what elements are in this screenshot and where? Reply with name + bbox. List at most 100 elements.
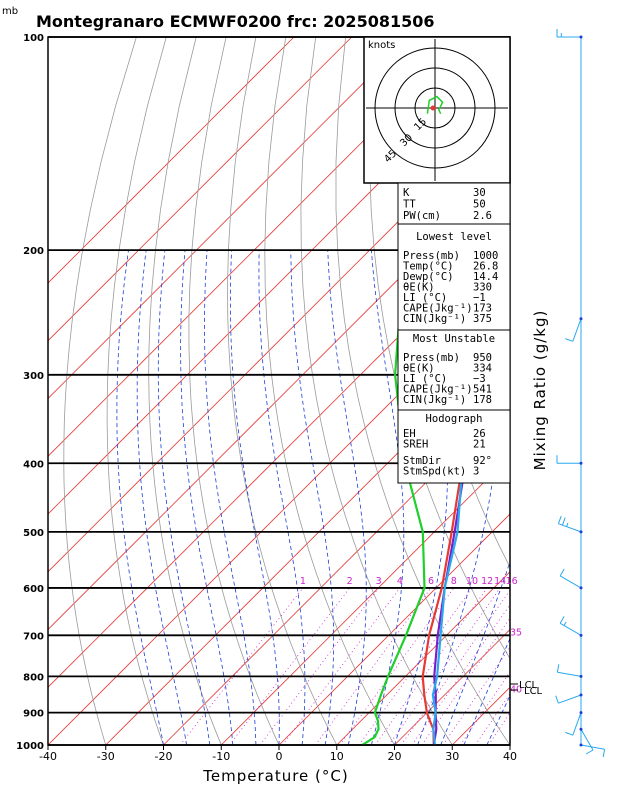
dry-adiabat (494, 37, 510, 203)
x-tick-label: -30 (97, 750, 115, 763)
index-label-top-1: TT (403, 199, 416, 211)
mixing-ratio-line (460, 671, 510, 745)
moist-adiabat (290, 250, 335, 745)
mixing-ratio-label: 8 (451, 576, 457, 587)
index-label-top-2: PW(cm) (403, 210, 441, 222)
wind-level-dot (579, 727, 583, 731)
wind-barb-flag (602, 749, 606, 758)
index-section-hodo: Hodograph (426, 413, 483, 425)
moist-adiabat (258, 250, 306, 745)
wind-level-dot (579, 586, 583, 590)
mixing-ratio-line (339, 587, 455, 745)
wind-barb-flag (555, 695, 559, 704)
index-value-hodo-2: 92° (473, 455, 492, 467)
index-label-top-0: K (403, 187, 410, 199)
x-tick-label: 40 (503, 750, 517, 763)
dry-adiabat (585, 37, 618, 745)
axis-ticks: -40 -30 -20 -10 0 10 20 30 40 (39, 745, 517, 763)
mixing-ratio-line (282, 587, 401, 745)
index-label-lowest-5: CAPE(Jkg⁻¹) (403, 303, 473, 315)
wind-level-dot (579, 317, 583, 321)
mixing-ratio-line (442, 646, 510, 745)
background-lines (48, 37, 618, 745)
lcl-label-2: LCL (524, 686, 543, 697)
dry-adiabat (63, 37, 137, 745)
x-tick-label: 20 (388, 750, 402, 763)
pressure-tick-label: 300 (23, 371, 44, 382)
index-label-hodo-1: SREH (403, 439, 428, 451)
unit-label: mb (2, 6, 18, 17)
dry-adiabat (335, 37, 510, 745)
index-label-lowest-6: CIN(Jkg⁻¹) (403, 313, 466, 325)
wind-barb (580, 744, 605, 750)
mixing-ratio-label: 2 (347, 576, 353, 587)
pressure-tick-label: 100 (23, 33, 44, 44)
mixing-ratio-label: 16 (506, 576, 518, 587)
storm-motion-marker (430, 105, 436, 111)
wind-barb-flag (559, 616, 565, 624)
mixing-ratio-label: 10 (466, 576, 478, 587)
x-tick-label: -40 (39, 750, 57, 763)
wind-barb-half (563, 621, 567, 626)
index-value-top-0: 30 (473, 187, 486, 199)
wind-level-dot (579, 693, 583, 697)
index-value-unstable-3: 541 (473, 384, 492, 396)
wind-barb (558, 694, 582, 704)
index-label-unstable-3: CAPE(Jkg⁻¹) (403, 384, 473, 396)
index-label-lowest-0: Press(mb) (403, 250, 460, 262)
pressure-tick-label: 700 (23, 631, 44, 642)
hodograph-unit: knots (368, 40, 395, 51)
wind-barb (558, 523, 582, 533)
index-label-hodo-0: EH (403, 428, 416, 440)
isotherm (568, 37, 618, 745)
pressure-tick-label: 900 (23, 709, 44, 720)
index-label-lowest-1: Temp(°C) (403, 261, 454, 273)
index-section-unstable: Most Unstable (413, 333, 495, 345)
mixing-ratio-line (388, 587, 501, 745)
moist-adiabat (371, 250, 405, 745)
wind-level-dot (579, 35, 583, 39)
wind-barb-flag (565, 338, 573, 342)
pressure-tick-label: 200 (23, 246, 44, 257)
mixing-ratio-line (374, 587, 488, 745)
wind-barb (559, 622, 582, 636)
index-label-unstable-4: CIN(Jkg⁻¹) (403, 394, 466, 406)
index-value-unstable-0: 950 (473, 352, 492, 364)
wind-barb-half (566, 522, 569, 527)
mixing-ratio-line (400, 589, 510, 745)
index-value-top-1: 50 (473, 199, 486, 211)
wind-level-dot (579, 743, 583, 747)
index-value-lowest-5: 173 (473, 303, 492, 315)
wind-barb-flag (557, 515, 562, 524)
moist-adiabat (327, 250, 367, 745)
isotherm (48, 37, 353, 342)
index-value-lowest-3: 330 (473, 282, 492, 294)
wind-level-dot (579, 711, 583, 715)
hodograph-trace (426, 95, 444, 115)
isotherm (48, 37, 295, 284)
mixing-ratio-line (315, 587, 432, 745)
x-tick-label: -20 (155, 750, 173, 763)
isotherm (220, 455, 510, 745)
mixing-ratio-label: 6 (428, 576, 434, 587)
index-label-hodo-3: StmSpd(kt) (403, 466, 466, 478)
wind-barb-flag (556, 664, 560, 673)
index-label-unstable-0: Press(mb) (403, 352, 460, 364)
wind-level-dot (579, 674, 583, 678)
dry-adiabat (227, 37, 338, 745)
wind-barb (557, 671, 582, 677)
isotherm (48, 224, 510, 688)
moist-adiabat (157, 250, 211, 745)
dry-adiabat (615, 37, 618, 745)
x-tick-label: 10 (330, 750, 344, 763)
index-value-lowest-1: 26.8 (473, 261, 498, 273)
moist-adiabat (116, 250, 164, 745)
mixing-ratio-label: 12 (481, 576, 493, 587)
index-value-hodo-1: 21 (473, 439, 486, 451)
wind-barb (580, 728, 594, 751)
moist-adiabat (180, 250, 234, 745)
index-value-unstable-1: 334 (473, 363, 492, 375)
index-label-lowest-2: Dewp(°C) (403, 271, 454, 283)
pressure-tick-label: 400 (23, 459, 44, 470)
